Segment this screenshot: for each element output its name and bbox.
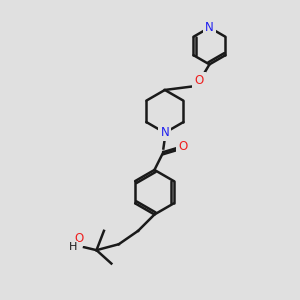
Text: N: N <box>205 21 214 34</box>
Text: O: O <box>178 140 187 153</box>
Text: O: O <box>194 74 204 87</box>
Text: N: N <box>160 126 169 139</box>
Text: H: H <box>68 242 77 252</box>
Text: O: O <box>74 232 83 245</box>
